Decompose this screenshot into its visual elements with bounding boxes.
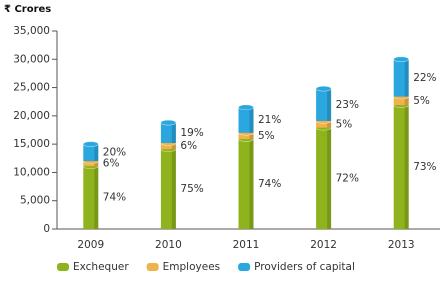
share-label: 5%: [413, 95, 430, 107]
bar-segment: [316, 120, 332, 128]
bar-shade: [327, 120, 332, 128]
bar-shade: [94, 161, 99, 167]
share-label: 6%: [180, 140, 197, 152]
bar-segment: [238, 132, 254, 140]
bar-cap: [160, 119, 177, 126]
bar-shade: [404, 59, 409, 97]
bar-segment: [83, 166, 99, 229]
bar-segment: [238, 107, 254, 133]
y-tick-label: 15,000: [13, 138, 50, 150]
share-label: 22%: [413, 72, 436, 84]
y-tick-label: 30,000: [13, 53, 50, 65]
bar-segment: [393, 105, 409, 229]
bar-shade: [404, 96, 409, 106]
bar-segment: [316, 88, 332, 121]
bar-segment: [160, 122, 176, 144]
share-label: 6%: [103, 158, 120, 170]
bar-shade: [94, 144, 99, 162]
legend-swatch: [238, 263, 251, 271]
share-label: 72%: [336, 172, 359, 184]
share-label: 73%: [413, 161, 436, 173]
share-label: 74%: [258, 178, 281, 190]
chart-title: ₹ Crores: [4, 4, 51, 15]
bar-cap: [238, 104, 254, 111]
bar-shade: [404, 105, 409, 229]
bar-segment: [316, 127, 332, 229]
share-label: 19%: [180, 127, 203, 139]
x-tick-label: 2012: [310, 239, 337, 251]
y-tick-label: 35,000: [13, 25, 50, 37]
share-label: 20%: [103, 147, 126, 159]
bar-shade: [249, 132, 254, 140]
legend-label: Employees: [163, 261, 220, 273]
legend-swatch: [146, 263, 159, 271]
x-tick-label: 2010: [155, 239, 182, 251]
bar-segment: [393, 96, 409, 106]
y-tick-label: 0: [43, 223, 50, 235]
bar-shade: [94, 166, 99, 229]
bar-shade: [327, 88, 332, 121]
share-label: 75%: [180, 183, 203, 195]
x-tick-label: 2013: [388, 239, 415, 251]
bar-cap: [315, 85, 332, 92]
legend-label: Providers of capital: [254, 261, 355, 273]
bar-cap: [393, 56, 410, 63]
y-tick-label: 10,000: [13, 166, 50, 178]
share-label: 5%: [258, 130, 275, 142]
bar-segment: [160, 149, 176, 229]
share-label: 23%: [336, 99, 359, 111]
bar-shade: [249, 139, 254, 229]
legend-label: Exchequer: [73, 261, 129, 273]
bar-shade: [171, 122, 176, 144]
bar-shade: [249, 107, 254, 133]
y-tick-label: 20,000: [13, 110, 50, 122]
share-label: 5%: [336, 118, 353, 130]
x-tick-label: 2011: [233, 239, 260, 251]
x-tick-label: 2009: [77, 239, 104, 251]
bar-shade: [171, 149, 176, 229]
legend-swatch: [57, 263, 69, 271]
share-label: 21%: [258, 114, 281, 126]
bar-segment: [238, 139, 254, 229]
bar-segment: [160, 143, 176, 150]
bar-shade: [327, 127, 332, 229]
share-label: 74%: [103, 192, 126, 204]
bar-cap: [83, 141, 99, 147]
y-tick-label: 5,000: [20, 195, 50, 207]
y-tick-label: 25,000: [13, 82, 50, 94]
bar-segment: [83, 144, 99, 162]
bar-shade: [171, 143, 176, 150]
bar-segment: [393, 59, 409, 97]
